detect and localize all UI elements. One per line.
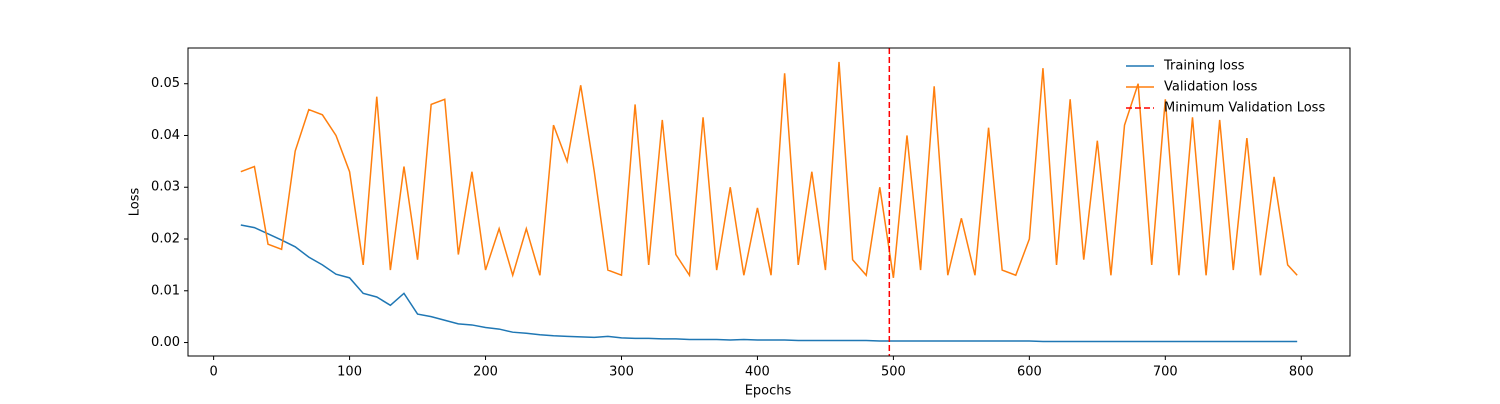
x-tick-label: 0 (209, 365, 217, 380)
x-tick-label: 800 (1289, 365, 1314, 380)
x-axis-label: Epochs (745, 384, 792, 399)
line-series (240, 224, 1298, 343)
x-tick-label: 600 (1017, 365, 1042, 380)
y-axis-label: Loss (128, 188, 143, 217)
x-tick-label: 300 (609, 365, 634, 380)
x-tick-label: 200 (473, 365, 498, 380)
y-tick-label: 0.02 (151, 232, 180, 247)
y-tick-label: 0.05 (151, 76, 180, 91)
x-tick-label: 500 (881, 365, 906, 380)
x-tick-label: 400 (745, 365, 770, 380)
y-tick-label: 0.04 (151, 128, 180, 143)
legend-label: Training loss (1163, 59, 1245, 74)
y-tick-label: 0.00 (151, 335, 180, 350)
x-tick-label: 100 (337, 365, 362, 380)
legend-label: Validation loss (1164, 80, 1258, 95)
y-tick-label: 0.03 (151, 180, 180, 195)
y-tick-label: 0.01 (151, 283, 180, 298)
plot-frame (187, 47, 1351, 357)
x-tick-label: 700 (1153, 365, 1178, 380)
legend-label: Minimum Validation Loss (1164, 101, 1325, 116)
line-series (240, 61, 1298, 278)
